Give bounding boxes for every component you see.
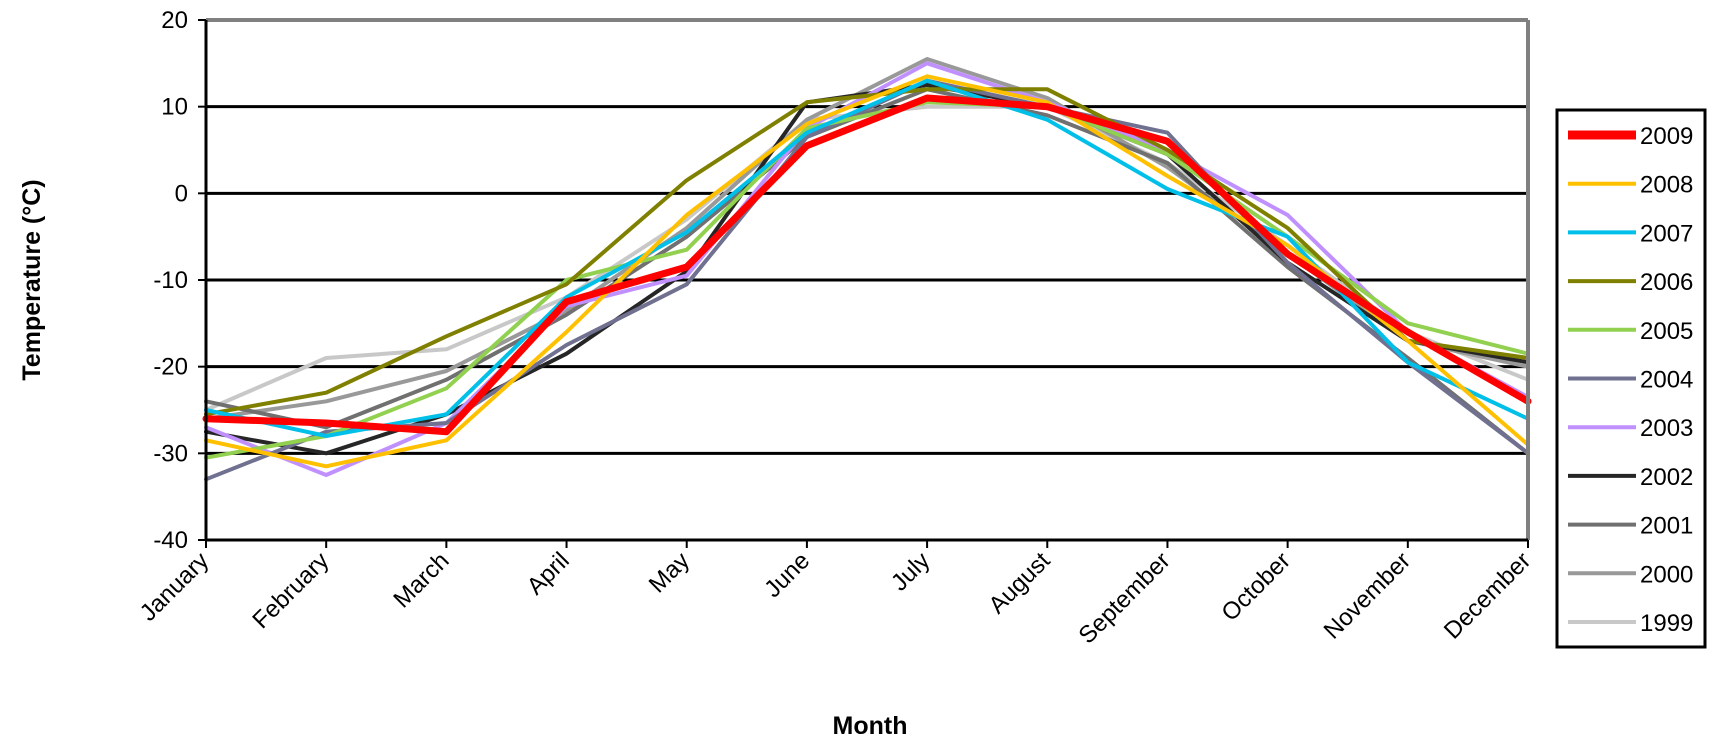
y-tick-labels: 20 10 0 -10 -20 -30 -40 (153, 7, 206, 554)
series-line-2006 (204, 87, 1530, 417)
y-tick-label: -20 (153, 354, 188, 381)
x-axis-title: Month (833, 712, 908, 740)
y-tick-label: -40 (153, 527, 188, 554)
legend-label-2003: 2003 (1640, 415, 1693, 442)
x-tick-label: January (135, 547, 214, 626)
y-tick-label: -30 (153, 440, 188, 467)
series-line-2009 (202, 94, 1532, 436)
series-line-2008 (204, 74, 1530, 469)
y-tick-label: 20 (161, 7, 188, 34)
legend-label-2001: 2001 (1640, 513, 1693, 540)
x-tick-label: November (1319, 547, 1416, 644)
x-tick-label: March (388, 547, 454, 613)
x-tick-label: April (522, 547, 575, 600)
legend-label-2004: 2004 (1640, 367, 1693, 394)
x-tick-label: February (247, 547, 334, 634)
legend-label-2000: 2000 (1640, 561, 1693, 588)
legend-label-2006: 2006 (1640, 269, 1693, 296)
series-lines (202, 57, 1532, 482)
legend-label-2005: 2005 (1640, 318, 1693, 345)
y-tick-label: -10 (153, 267, 188, 294)
series-line-2007 (204, 78, 1530, 438)
x-tick-label: August (984, 547, 1056, 619)
y-tick-label: 0 (175, 180, 188, 207)
x-tick-label: May (644, 547, 695, 598)
x-tick-label: October (1216, 547, 1295, 626)
legend-label-2009: 2009 (1640, 123, 1693, 150)
x-tick-label: July (886, 547, 935, 596)
legend: 2009 2008 2007 2006 2005 2004 2003 2002 2001 2000… (1555, 108, 1707, 649)
legend-label-2002: 2002 (1640, 464, 1693, 491)
legend-label-1999: 1999 (1640, 610, 1693, 637)
legend-label-2008: 2008 (1640, 172, 1693, 199)
x-tick-label: December (1439, 547, 1536, 644)
x-tick-label: September (1074, 547, 1176, 649)
series-line-2001 (204, 87, 1530, 456)
legend-label-2007: 2007 (1640, 220, 1693, 247)
x-tick-labels: January February March April May June July Augu… (135, 540, 1536, 649)
y-tick-label: 10 (161, 94, 188, 121)
x-tick-label: June (759, 547, 815, 603)
series-line-2005 (204, 100, 1530, 460)
y-axis-title: Temperature (°C) (18, 179, 46, 380)
